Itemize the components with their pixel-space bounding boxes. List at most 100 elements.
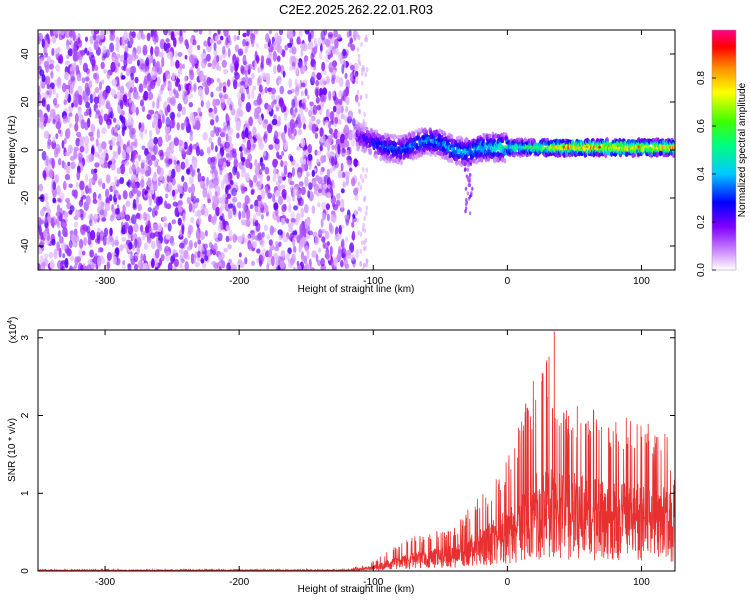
noise-cell	[317, 188, 323, 194]
noise-cell	[323, 69, 327, 76]
noise-cell	[85, 36, 88, 42]
noise-cell	[183, 75, 188, 83]
noise-cell	[103, 227, 109, 237]
noise-cell	[61, 140, 65, 149]
noise-cell	[182, 212, 186, 223]
noise-cell	[280, 256, 284, 261]
noise-cell	[124, 160, 130, 166]
noise-cell	[261, 231, 265, 238]
noise-cell	[264, 166, 270, 175]
noise-cell	[353, 209, 359, 216]
noise-cell	[329, 245, 333, 257]
noise-cell	[365, 167, 369, 173]
x-tick-label: -300	[95, 577, 115, 588]
noise-cell	[55, 133, 59, 140]
noise-cell	[280, 171, 285, 178]
noise-cell	[314, 235, 320, 245]
noise-cell	[264, 138, 268, 144]
noise-cell	[263, 119, 269, 124]
noise-cell	[316, 191, 320, 197]
noise-cell	[322, 87, 328, 96]
noise-cell	[292, 187, 298, 196]
noise-cell	[300, 90, 304, 97]
noise-cell	[76, 76, 82, 82]
noise-cell	[79, 56, 82, 66]
noise-cell	[178, 204, 182, 210]
noise-cell	[364, 72, 368, 77]
noise-cell	[296, 36, 301, 45]
noise-cell	[75, 64, 80, 76]
noise-cell	[304, 107, 309, 113]
noise-cell	[170, 60, 175, 67]
noise-cell	[301, 162, 305, 172]
noise-cell	[242, 32, 247, 38]
signal-cell	[455, 160, 459, 166]
noise-cell	[154, 46, 160, 57]
noise-cell	[303, 158, 307, 165]
noise-cell	[59, 236, 64, 244]
noise-cell	[213, 49, 218, 56]
noise-cell	[165, 203, 172, 210]
noise-cell	[311, 205, 316, 214]
noise-cell	[246, 30, 250, 37]
noise-cell	[129, 87, 134, 93]
noise-cell	[63, 162, 67, 170]
signal-cell	[396, 134, 401, 139]
noise-cell	[162, 216, 168, 222]
noise-cell	[49, 157, 54, 165]
noise-cell	[153, 195, 157, 204]
noise-cell	[69, 30, 73, 38]
noise-cell	[133, 255, 139, 263]
noise-cell	[101, 217, 107, 222]
noise-cell	[97, 153, 101, 160]
noise-cell	[106, 237, 111, 245]
noise-cell	[69, 205, 75, 213]
noise-cell	[100, 61, 105, 70]
noise-cell	[174, 51, 178, 59]
noise-cell	[232, 165, 238, 176]
noise-cell	[89, 35, 94, 45]
noise-cell	[212, 218, 217, 226]
noise-cell	[288, 203, 292, 213]
y-tick-label: 2	[20, 412, 31, 418]
noise-cell	[189, 54, 194, 63]
noise-cell	[135, 106, 139, 116]
noise-cell	[74, 122, 79, 132]
noise-cell	[213, 195, 218, 206]
noise-cell	[94, 87, 100, 94]
noise-cell	[259, 174, 263, 185]
noise-cell	[171, 219, 177, 225]
noise-cell	[189, 112, 195, 122]
noise-cell	[124, 214, 131, 222]
y-tick-label: 3	[20, 335, 31, 341]
noise-cell	[340, 198, 345, 209]
noise-cell	[52, 30, 58, 36]
noise-cell	[233, 34, 237, 42]
noise-cell	[346, 159, 352, 165]
noise-cell	[84, 135, 90, 146]
snr-multiplier-exp: 4	[7, 320, 14, 324]
noise-cell	[206, 100, 211, 110]
noise-cell	[265, 33, 270, 43]
noise-cell	[207, 198, 211, 204]
noise-cell	[264, 86, 268, 94]
noise-cell	[316, 104, 321, 111]
noise-cell	[246, 139, 252, 151]
noise-cell	[189, 135, 193, 142]
noise-cell	[70, 161, 76, 170]
noise-cell	[328, 62, 335, 73]
noise-cell	[130, 72, 135, 81]
snr-x-axis: -300 -200 -100 0 100	[95, 330, 650, 588]
noise-cell	[175, 207, 179, 217]
noise-cell	[105, 188, 110, 199]
noise-cell	[194, 211, 199, 217]
noise-cell	[107, 121, 111, 129]
snr-frame	[37, 329, 676, 572]
noise-cell	[344, 214, 350, 220]
noise-cell	[155, 100, 160, 110]
noise-cell	[197, 168, 200, 173]
noise-cell	[57, 46, 61, 54]
noise-cell	[361, 267, 365, 270]
noise-cell	[111, 185, 116, 191]
